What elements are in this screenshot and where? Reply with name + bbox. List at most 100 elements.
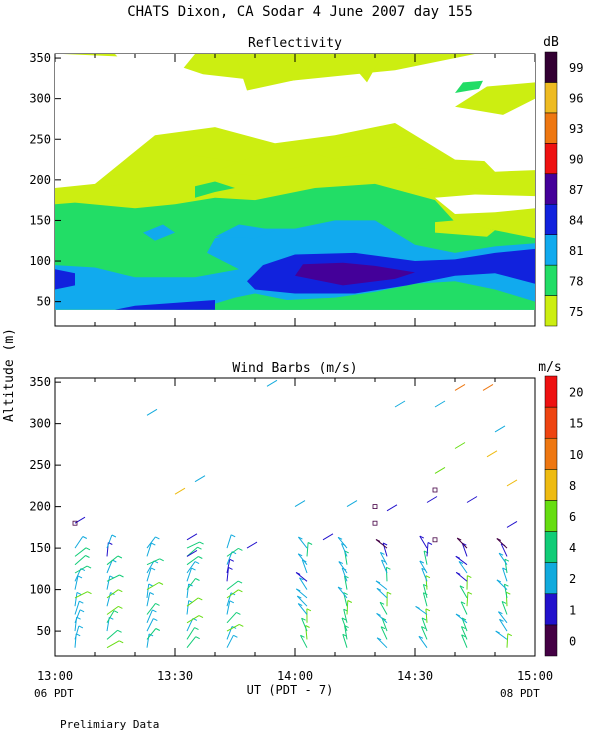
wind-barb: [506, 633, 509, 648]
wind-barb: [499, 619, 508, 632]
wind-colorbar-unit: m/s: [538, 360, 561, 375]
wind-barb: [146, 542, 152, 557]
reflectivity-region-78: [55, 281, 535, 310]
wind-barb-flag: [337, 536, 343, 540]
reflectivity-y-tick-label: 350: [29, 51, 51, 65]
wind-barb: [295, 588, 308, 599]
wind-colorbar-label: 10: [569, 448, 583, 462]
reflectivity-region-75: [455, 82, 535, 115]
wind-barb-flag: [467, 591, 473, 595]
wind-barb-flag: [382, 542, 388, 546]
wind-barb: [106, 610, 115, 624]
wind-colorbar-swatch: [544, 562, 558, 595]
wind-barb: [341, 617, 348, 632]
wind-barb: [301, 559, 308, 574]
wind-barb-flag: [77, 575, 83, 579]
reflectivity-colorbar-swatch: [544, 234, 558, 266]
figure-title: CHATS Dixon, CA Sodar 4 June 2007 day 15…: [127, 4, 473, 20]
wind-barb: [146, 583, 150, 598]
wind-barb: [146, 609, 153, 623]
y-axis-label: Altitude (m): [2, 328, 17, 422]
wind-barb: [106, 559, 113, 574]
wind-barb-flag: [344, 550, 349, 554]
wind-x-axis: [54, 378, 536, 656]
wind-barb-flag: [238, 589, 243, 593]
wind-barb: [146, 560, 155, 574]
wind-barb: [300, 635, 308, 648]
reflectivity-colorbar-swatch: [544, 112, 558, 144]
reflectivity-colorbar-label: 84: [569, 213, 583, 227]
wind-colorbar-swatch: [544, 406, 558, 439]
wind-y-axis: 50 100 150 200 250 300 350: [29, 375, 61, 638]
wind-barb: [385, 567, 388, 582]
wind-barb: [146, 536, 156, 549]
wind-barb-flag: [230, 534, 236, 538]
wind-barb-flag: [148, 583, 153, 587]
wind-y-tick-label: 50: [37, 624, 51, 638]
wind-barb: [426, 542, 429, 557]
wind-colorbar: 0 1 2 4 6 8 10 15 20: [544, 375, 583, 657]
reflectivity-y-tick-label: 300: [29, 92, 51, 106]
reflectivity-region-84: [115, 300, 215, 310]
wind-barb: [106, 629, 118, 640]
wind-barb: [503, 584, 508, 598]
wind-barb-flag: [380, 626, 386, 630]
wind-barb: [344, 625, 348, 640]
wind-barb: [380, 626, 388, 640]
wind-barb: [146, 618, 154, 632]
wind-calm-marker: [432, 537, 438, 543]
wind-barb: [106, 605, 119, 615]
wind-barb-flag: [495, 630, 500, 634]
wind-barb: [496, 538, 508, 549]
wind-barb: [186, 549, 198, 557]
wind-barb: [106, 592, 111, 607]
time-tick-label: 13:00: [37, 669, 73, 683]
reflectivity-colorbar: 75 78 81 84 87 90 93 96 99: [544, 51, 583, 327]
wind-barb: [301, 618, 308, 632]
wind-barb-flag: [191, 567, 196, 571]
wind-barb-flag: [117, 555, 123, 559]
wind-barb-flag: [153, 618, 158, 622]
wind-barb: [186, 541, 200, 549]
wind-y-tick-label: 300: [29, 417, 51, 431]
wind-barb: [226, 559, 231, 574]
reflectivity-colorbar-swatch: [544, 295, 558, 327]
reflectivity-region-75: [435, 220, 495, 237]
wind-calm-marker: [432, 487, 438, 493]
wind-barb: [226, 600, 231, 615]
wind-barb: [186, 600, 190, 615]
wind-barb: [421, 617, 428, 632]
wind-barb-flag: [109, 575, 115, 579]
wind-barb: [296, 595, 308, 607]
wind-barb-flag: [237, 580, 243, 584]
wind-barb-flag: [425, 575, 431, 579]
wind-barb: [466, 496, 478, 503]
wind-barb-flag: [300, 634, 305, 638]
wind-barb-flag: [461, 626, 466, 630]
wind-barb: [226, 547, 239, 557]
wind-barbs-title: Wind Barbs (m/s): [232, 361, 357, 376]
x-left-note: 06 PDT: [34, 687, 74, 700]
reflectivity-colorbar-label: 78: [569, 274, 583, 288]
wind-barb-flag: [198, 615, 204, 619]
wind-barb-flag: [151, 542, 156, 546]
wind-barb-flag: [501, 600, 507, 604]
wind-barb: [106, 589, 119, 599]
wind-barb: [297, 553, 308, 566]
wind-y-tick-label: 200: [29, 500, 51, 514]
wind-barb-flag: [386, 591, 392, 595]
wind-barb-flag: [506, 591, 511, 595]
wind-barb: [186, 597, 199, 607]
wind-barb: [454, 383, 466, 391]
time-tick-label: 14:00: [277, 669, 313, 683]
wind-barb-flag: [419, 560, 425, 564]
wind-barb: [186, 615, 200, 624]
wind-barb: [106, 574, 120, 582]
wind-barb-flag: [158, 582, 164, 585]
wind-barb: [376, 637, 388, 649]
wind-barb-flag: [496, 579, 502, 583]
wind-barb-flag: [427, 542, 433, 545]
time-tick-label: 15:00: [517, 669, 553, 683]
wind-barb-flag: [376, 612, 381, 616]
wind-barb-flag: [85, 547, 91, 551]
